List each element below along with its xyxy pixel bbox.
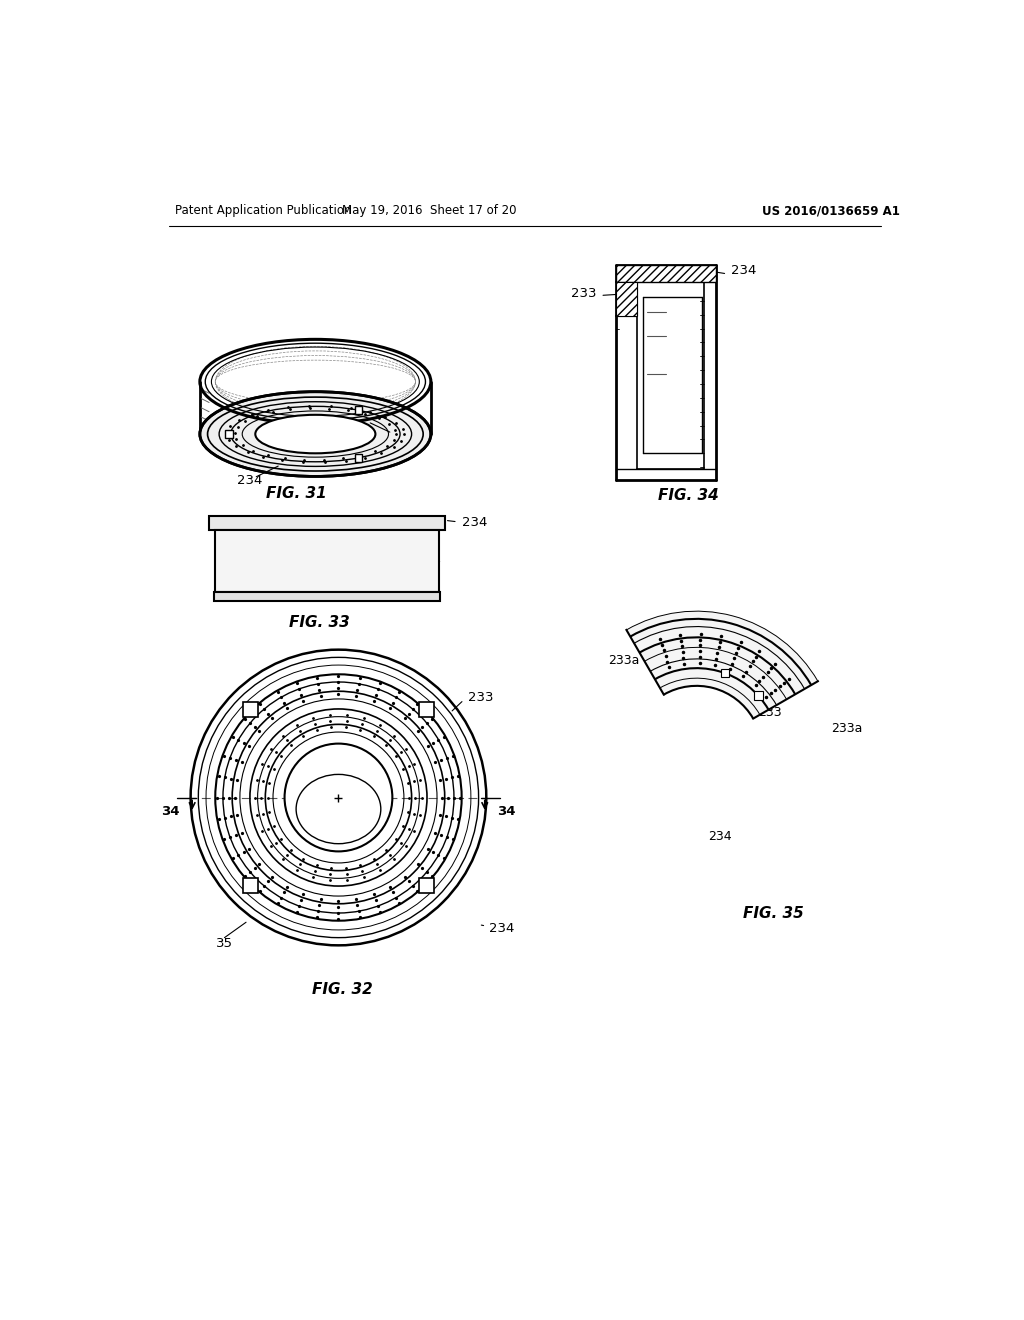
Text: FIG. 35: FIG. 35 bbox=[743, 906, 804, 920]
Text: 233: 233 bbox=[468, 690, 494, 704]
Text: Patent Application Publication: Patent Application Publication bbox=[175, 205, 351, 218]
Text: May 19, 2016  Sheet 17 of 20: May 19, 2016 Sheet 17 of 20 bbox=[342, 205, 516, 218]
Text: 233: 233 bbox=[571, 286, 596, 300]
FancyBboxPatch shape bbox=[721, 669, 729, 677]
Text: 234: 234 bbox=[238, 474, 262, 487]
Text: 233a: 233a bbox=[337, 776, 371, 788]
Bar bbox=[615, 264, 716, 281]
Text: US 2016/0136659 A1: US 2016/0136659 A1 bbox=[762, 205, 900, 218]
Ellipse shape bbox=[255, 414, 376, 453]
Text: 234: 234 bbox=[462, 516, 487, 529]
Text: 233a: 233a bbox=[608, 653, 639, 667]
FancyBboxPatch shape bbox=[754, 692, 763, 700]
Text: 233a: 233a bbox=[831, 722, 862, 735]
Text: FIG. 31: FIG. 31 bbox=[266, 486, 327, 500]
Text: 233: 233 bbox=[396, 429, 422, 442]
Text: 34: 34 bbox=[497, 805, 515, 818]
FancyBboxPatch shape bbox=[243, 878, 258, 894]
Bar bbox=[215, 531, 438, 591]
Text: 35: 35 bbox=[216, 937, 233, 950]
FancyBboxPatch shape bbox=[354, 454, 362, 462]
FancyBboxPatch shape bbox=[243, 702, 258, 717]
Text: 34: 34 bbox=[162, 805, 180, 818]
FancyBboxPatch shape bbox=[225, 430, 233, 438]
Text: 234: 234 bbox=[708, 829, 731, 842]
Ellipse shape bbox=[200, 392, 431, 477]
Circle shape bbox=[285, 743, 392, 851]
Text: FIG. 33: FIG. 33 bbox=[289, 615, 349, 630]
FancyBboxPatch shape bbox=[354, 407, 362, 414]
FancyBboxPatch shape bbox=[419, 878, 434, 894]
Text: FIG. 32: FIG. 32 bbox=[312, 982, 373, 998]
Bar bbox=[615, 281, 637, 317]
Text: FIG. 34: FIG. 34 bbox=[658, 488, 719, 503]
FancyBboxPatch shape bbox=[419, 702, 434, 717]
Text: 234: 234 bbox=[488, 921, 514, 935]
Bar bbox=[214, 591, 440, 601]
Bar bbox=[209, 516, 444, 531]
Text: 233: 233 bbox=[758, 706, 781, 719]
Wedge shape bbox=[627, 611, 818, 718]
Text: 234: 234 bbox=[731, 264, 757, 277]
